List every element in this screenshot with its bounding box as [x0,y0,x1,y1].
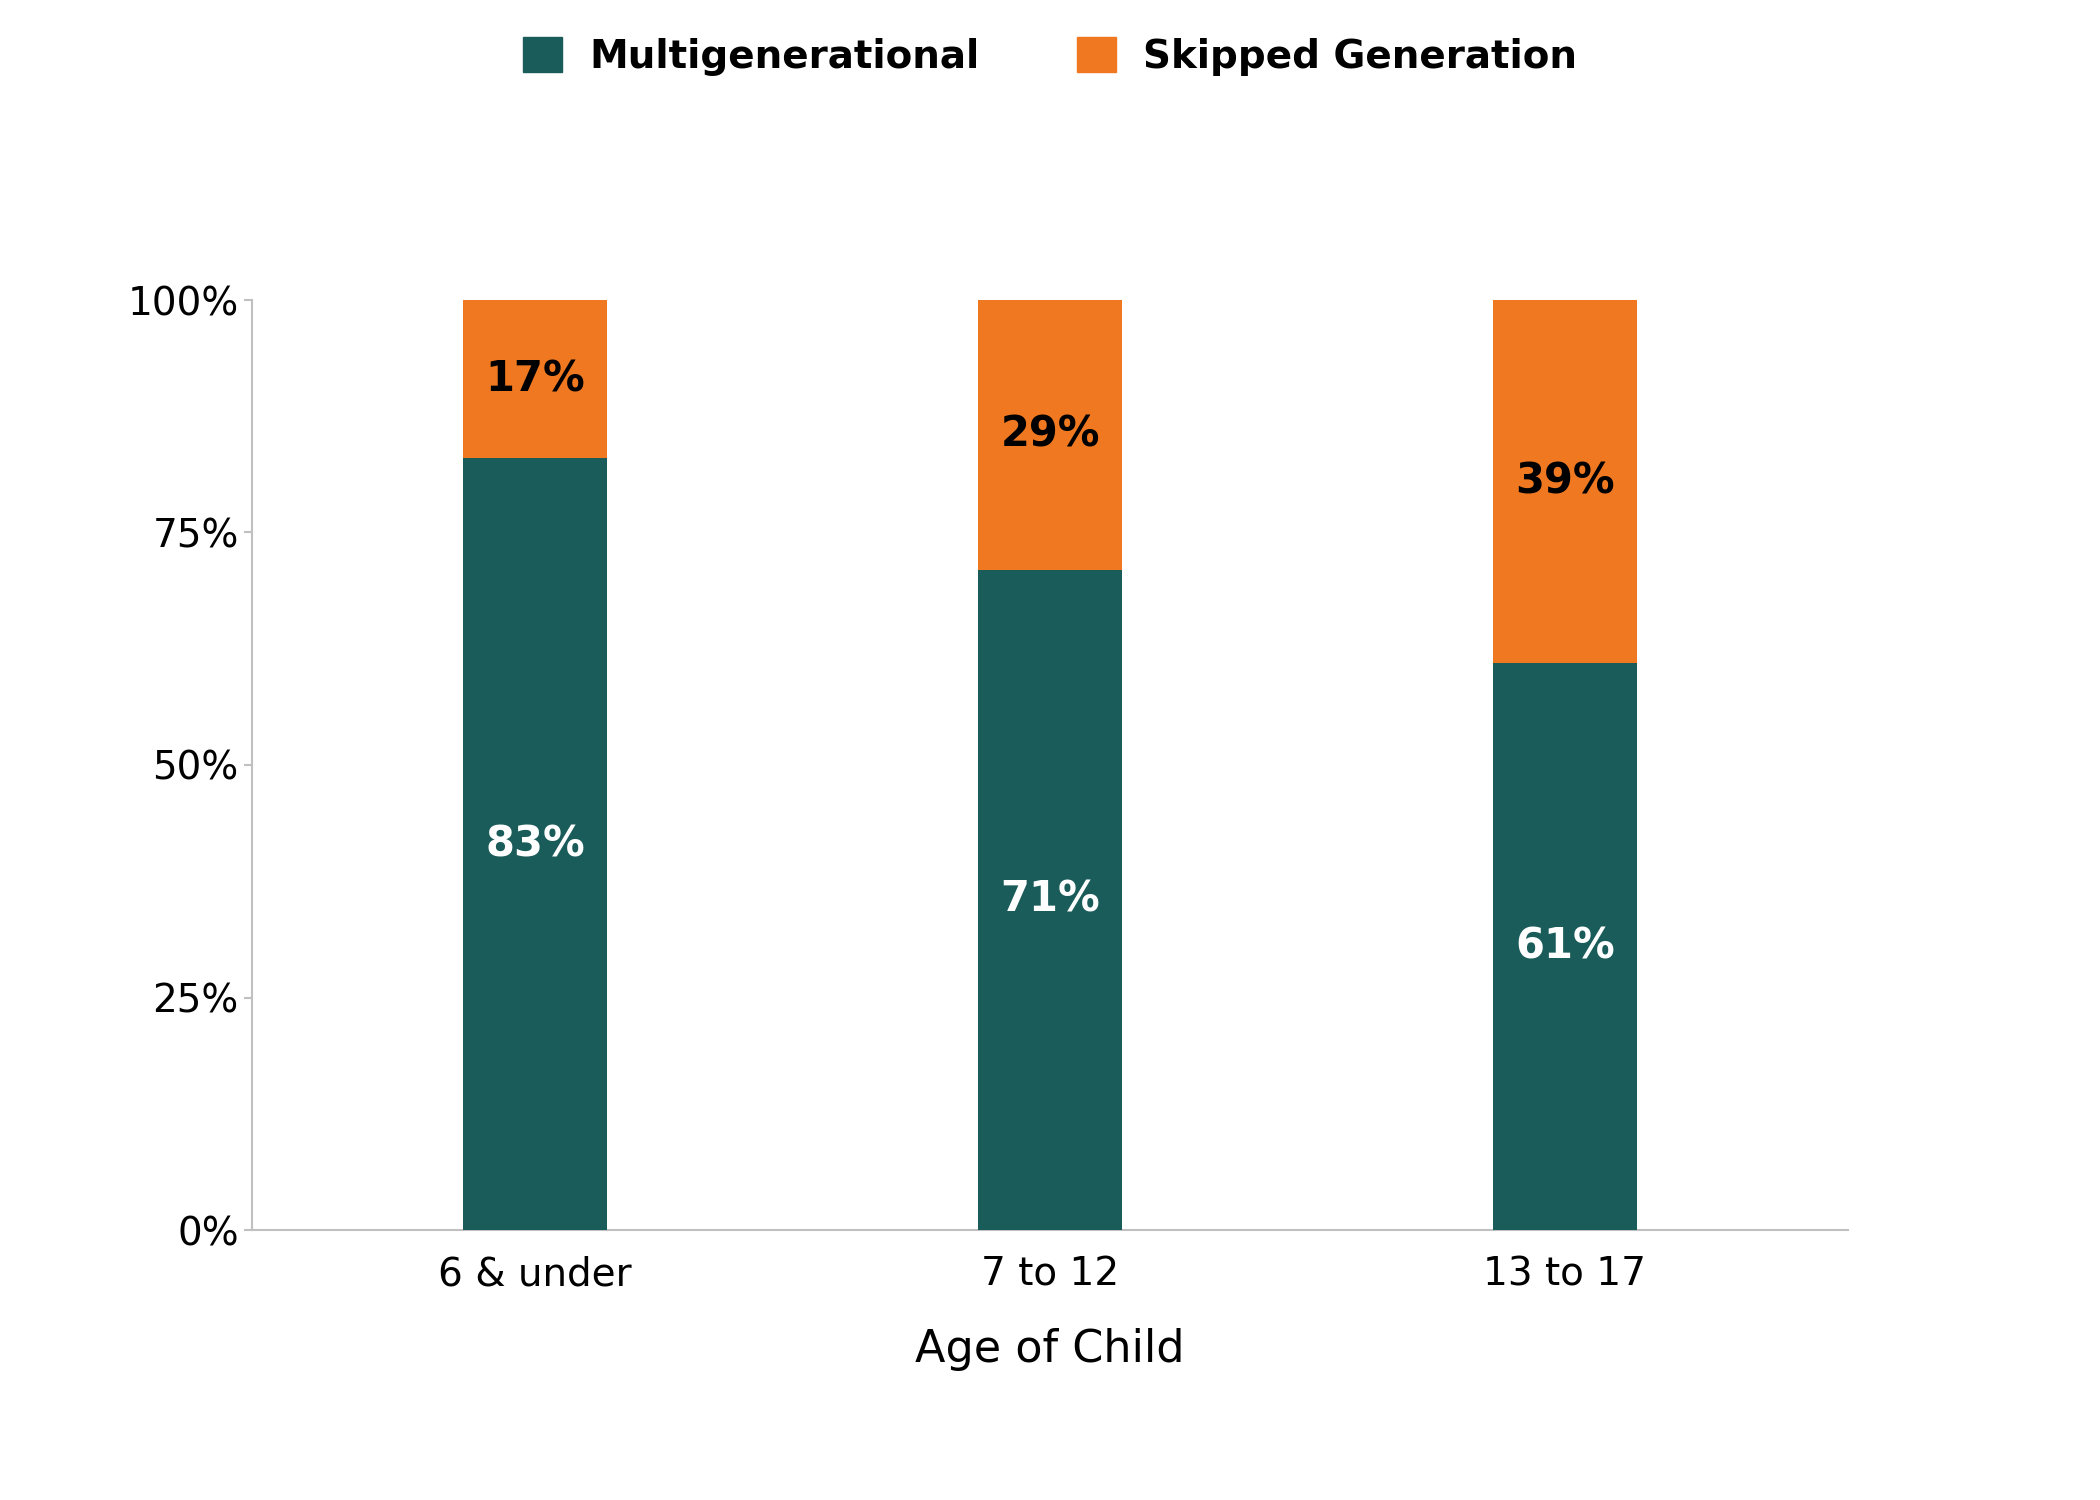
Text: 61%: 61% [1514,926,1615,968]
Text: 39%: 39% [1514,460,1615,503]
Legend: Multigenerational, Skipped Generation: Multigenerational, Skipped Generation [508,22,1592,92]
Bar [1493,300,1636,663]
Text: 71%: 71% [1000,879,1100,921]
Text: 17%: 17% [485,358,586,401]
X-axis label: Age of Child: Age of Child [916,1328,1184,1371]
Text: 83%: 83% [485,824,586,866]
Bar [979,570,1121,1230]
Text: 29%: 29% [1000,414,1100,456]
Bar [1493,663,1636,1230]
Bar [979,300,1121,570]
Bar [464,300,607,458]
Bar [464,458,607,1230]
